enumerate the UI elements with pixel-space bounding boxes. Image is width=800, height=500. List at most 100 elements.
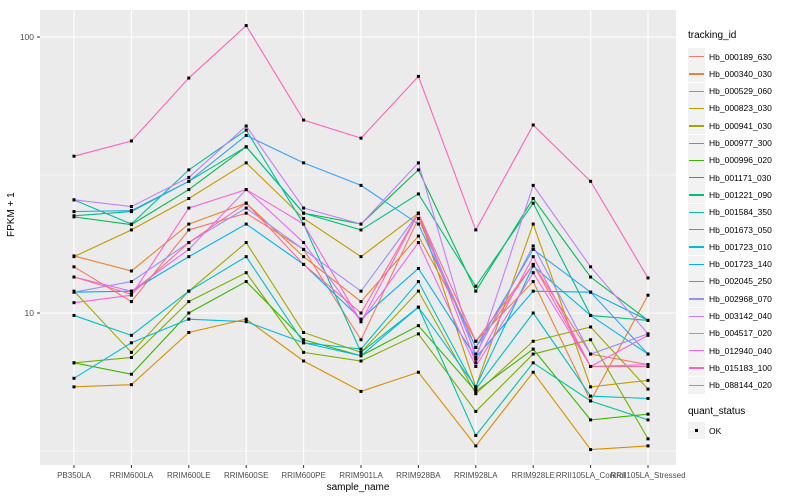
data-point [244,133,248,137]
data-point [187,241,191,245]
data-point [531,339,535,343]
data-point [474,433,478,437]
panel-background [40,10,676,465]
data-point [302,247,306,251]
data-point [646,418,650,422]
legend-label: Hb_000977_300 [709,138,772,148]
legend-color-line [689,263,704,265]
legend-key-line-icon [688,221,705,238]
data-point [589,385,593,389]
data-point [129,355,133,359]
data-point [416,192,420,196]
data-point [359,255,363,259]
legend-item-Hb_001673_050: Hb_001673_050 [688,221,772,238]
data-point [187,330,191,334]
data-point [474,284,478,288]
data-point [359,317,363,321]
legend-color-line [689,90,704,92]
data-point [187,228,191,232]
data-point [244,320,248,324]
legend-item-Hb_000189_630: Hb_000189_630 [688,48,772,65]
data-point [72,210,76,214]
data-point [244,255,248,259]
data-point [416,211,420,215]
legend-item-Hb_004517_020: Hb_004517_020 [688,324,772,342]
data-point [302,338,306,342]
data-point [359,320,363,324]
data-point [474,355,478,359]
legend-color-line [689,246,704,248]
data-point [359,228,363,232]
legend-color-line [689,142,704,144]
data-point [474,444,478,448]
legend-color-line [689,298,704,300]
data-point [302,222,306,226]
data-point [416,168,420,172]
data-point [474,289,478,293]
data-point [72,214,76,218]
legend-key-line-icon [688,324,705,342]
legend-label: Hb_000996_020 [709,155,772,166]
legend-label: Hb_000189_630 [709,51,772,62]
legend-key-line-icon [688,376,705,394]
data-point [474,345,478,349]
data-point [187,247,191,251]
data-point [302,262,306,266]
legend-color-line [689,211,704,214]
legend-color-line [689,280,704,283]
data-point [589,313,593,317]
legend-title-quant-status: quant_status [688,406,746,417]
data-point [129,280,133,284]
data-point [302,255,306,259]
data-point [646,437,650,441]
x-tick-label: RRII105LA_Stressed [610,471,685,480]
legend-label: Hb_001723_140 [709,259,772,270]
legend-item-Hb_002968_070: Hb_002968_070 [688,290,772,308]
data-point [646,276,650,280]
data-point [474,228,478,232]
x-axis-title: sample_name [326,482,390,493]
data-point [416,332,420,336]
legend-label: Hb_001171_030 [709,172,772,183]
legend-key-line-icon [688,186,705,204]
legend-color-line [689,229,704,231]
legend-label: Hb_000941_030 [709,120,772,131]
data-point [359,289,363,293]
x-tick-label: RRIM928LE [511,471,555,480]
data-point [589,394,593,398]
legend-item-Hb_001723_010: Hb_001723_010 [688,238,772,256]
legend-color-line [689,194,704,196]
data-point [302,211,306,215]
data-point [244,211,248,215]
legend-item-Hb_000996_020: Hb_000996_020 [688,151,772,169]
data-point [646,363,650,367]
legend-key-line-icon [688,359,705,377]
legend-key-line-icon [688,307,705,325]
data-point [244,271,248,275]
legend-item-Hb_000941_030: Hb_000941_030 [688,117,772,135]
data-point [302,241,306,245]
data-point [359,183,363,187]
data-point [646,352,650,356]
data-point [244,161,248,165]
data-point [531,222,535,226]
data-point [589,364,593,368]
legend-key-line-icon [688,117,705,135]
data-point [187,289,191,293]
data-point [416,161,420,165]
data-point [244,222,248,226]
data-point [129,289,133,293]
data-point [359,311,363,315]
data-point [589,325,593,329]
data-point [187,222,191,226]
data-point [531,196,535,200]
data-point [474,387,478,391]
legend-item-Hb_000529_060: Hb_000529_060 [688,82,772,100]
data-point [474,352,478,356]
data-point [244,24,248,28]
data-point [72,376,76,380]
data-point [72,154,76,158]
legend-label: Hb_001723_010 [709,241,772,252]
